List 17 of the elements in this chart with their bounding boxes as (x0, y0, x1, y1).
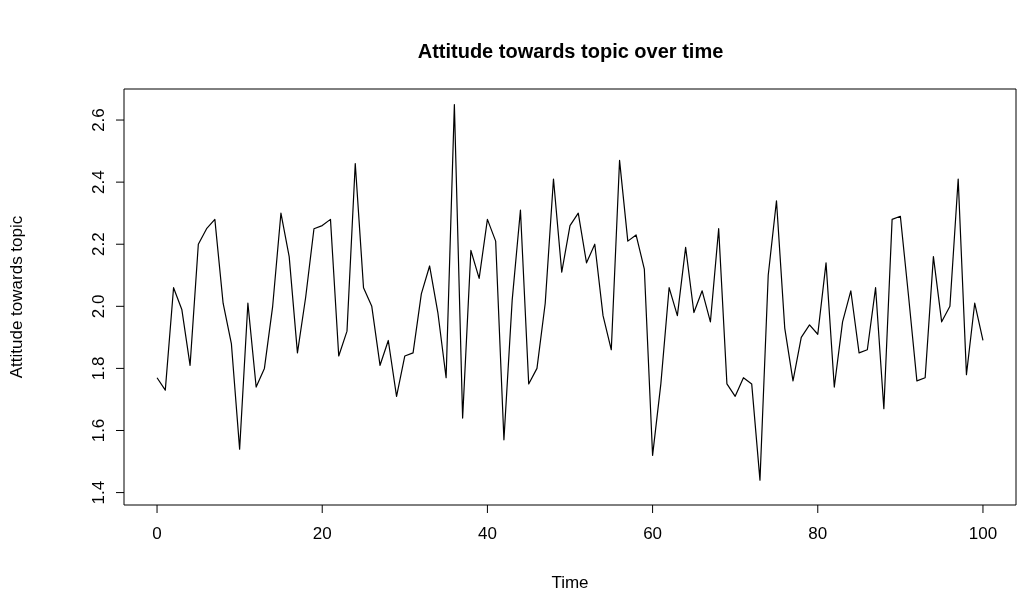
x-tick-label: 40 (477, 524, 497, 543)
y-tick-label: 2.6 (89, 108, 108, 132)
y-tick-label: 1.4 (89, 480, 108, 505)
x-tick-label: 0 (152, 524, 162, 543)
line-series (156, 103, 984, 481)
x-tick-label: 100 (968, 524, 998, 543)
y-axis-title: Attitude towards topic (7, 215, 27, 379)
y-tick-label: 2.4 (89, 170, 108, 194)
x-tick-label: 80 (808, 524, 828, 543)
x-axis-title: Time (551, 573, 589, 592)
y-tick-label: 2.0 (89, 294, 108, 319)
chart-title: Attitude towards topic over time (416, 40, 725, 63)
y-tick-label: 1.6 (89, 418, 108, 443)
x-tick-label: 20 (312, 524, 332, 543)
x-tick-label: 60 (643, 524, 663, 543)
y-tick-label: 1.8 (89, 356, 108, 381)
y-tick-label: 2.2 (89, 232, 108, 257)
